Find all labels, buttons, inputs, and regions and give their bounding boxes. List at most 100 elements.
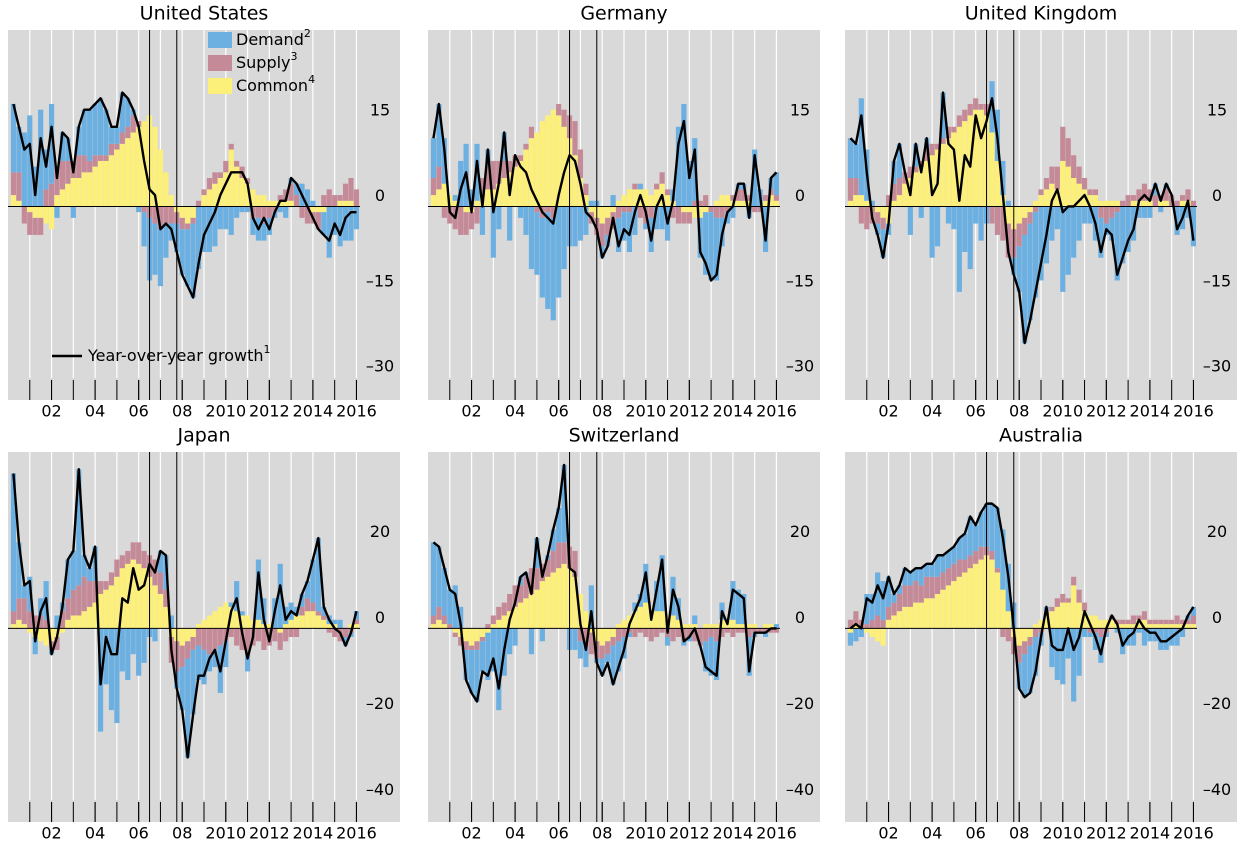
- bar-segment: [973, 550, 979, 564]
- bar-segment: [610, 206, 616, 213]
- bar-segment: [157, 572, 164, 594]
- bar-segment: [48, 104, 55, 184]
- panel: Japan 02 04 06 08 2010 2012 2014 2016 –40 –20 0 20: [8, 425, 400, 843]
- bar-segment: [1043, 615, 1050, 629]
- bar-segment: [1043, 178, 1050, 190]
- bar-segment: [1125, 206, 1131, 252]
- x-tick-label: 2010: [205, 824, 246, 843]
- bar-segment: [310, 559, 316, 603]
- bar-segment: [924, 576, 930, 599]
- bar-segment: [179, 645, 185, 668]
- bar-segment: [940, 143, 946, 207]
- bar-segment: [588, 632, 594, 655]
- bar-segment: [65, 183, 71, 207]
- bar-segment: [130, 132, 136, 207]
- bar-segment: [1071, 155, 1077, 178]
- bar-segment: [572, 550, 578, 577]
- bar-segment: [1016, 645, 1022, 663]
- bar-segment: [534, 206, 540, 213]
- bar-segment: [1060, 593, 1066, 603]
- bar-segment: [1147, 200, 1153, 207]
- bar-segment: [735, 628, 741, 633]
- bar-segment: [615, 217, 622, 252]
- bar-segment: [81, 155, 87, 173]
- bar-segment: [924, 598, 930, 629]
- bar-segment: [32, 637, 38, 655]
- bar-segment: [1098, 200, 1104, 207]
- bar-segment: [605, 206, 611, 218]
- bar-segment: [1076, 206, 1082, 241]
- bar-segment: [686, 628, 692, 637]
- bar-segment: [708, 212, 714, 281]
- bar-segment: [326, 206, 332, 258]
- bar-segment: [967, 516, 973, 556]
- bar-segment: [430, 195, 437, 207]
- bar-segment: [610, 195, 616, 207]
- bar-segment: [654, 206, 660, 230]
- bar-segment: [10, 624, 17, 629]
- bar-segment: [315, 538, 321, 612]
- bar-segment: [610, 637, 616, 646]
- bar-segment: [496, 628, 502, 711]
- y-tick-label: 20: [1207, 522, 1227, 541]
- bar-segment: [1130, 624, 1137, 629]
- bar-segment: [577, 149, 584, 178]
- bar-segment: [528, 628, 535, 655]
- bar-segment: [902, 183, 908, 207]
- bar-segment: [217, 628, 223, 646]
- bar-segment: [918, 602, 924, 629]
- chart-title: Switzerland: [569, 425, 680, 447]
- bar-segment: [266, 206, 272, 218]
- bar-segment: [108, 126, 115, 144]
- bar-segment: [185, 641, 191, 659]
- bar-segment: [136, 542, 142, 564]
- bar-segment: [163, 223, 169, 258]
- bar-segment: [103, 109, 109, 156]
- bar-segment: [1005, 628, 1011, 642]
- bar-segment: [847, 138, 854, 178]
- x-tick-label: 06: [965, 402, 985, 421]
- legend-name: Supply: [236, 53, 291, 72]
- bar-segment: [686, 212, 692, 224]
- growth-line: [432, 463, 777, 703]
- bar-segment: [896, 611, 903, 629]
- bar-segment: [496, 606, 502, 620]
- bar-segment: [1163, 624, 1169, 629]
- bar-segment: [989, 550, 995, 560]
- bar-segment: [81, 611, 87, 629]
- bar-segment: [847, 632, 854, 646]
- bar-segment: [217, 606, 223, 629]
- bar-segment: [561, 542, 567, 564]
- x-tick-label: 08: [172, 824, 192, 843]
- bar-segment: [507, 160, 513, 173]
- bar-segment: [902, 606, 908, 629]
- bar-segment: [136, 628, 142, 676]
- bar-segment: [621, 195, 627, 207]
- bar-segment: [179, 229, 185, 275]
- bar-segment: [463, 206, 469, 213]
- bar-segment: [244, 615, 251, 629]
- x-tick-label: 08: [592, 824, 612, 843]
- bar-segment: [1049, 606, 1055, 612]
- bar-segment: [1163, 628, 1169, 650]
- bar-segment: [1005, 200, 1011, 207]
- bar-segment: [632, 611, 638, 629]
- bar-segment: [501, 132, 507, 161]
- bar-segment: [875, 615, 881, 629]
- bar-segment: [956, 126, 962, 207]
- bar-segment: [940, 589, 946, 629]
- bar-segment: [1152, 195, 1158, 207]
- bar-segment: [458, 206, 464, 235]
- bar-segment: [441, 568, 447, 616]
- bar-segment: [1054, 606, 1060, 629]
- bar-segment: [1185, 189, 1191, 201]
- bar-segment: [599, 645, 605, 659]
- bar-segment: [92, 155, 98, 167]
- bar-segment: [1071, 628, 1077, 702]
- bar-segment: [730, 619, 736, 629]
- x-tick-label: 2012: [669, 824, 710, 843]
- bar-segment: [913, 166, 919, 173]
- bar-segment: [114, 126, 120, 144]
- bar-segment: [27, 611, 33, 629]
- bar-segment: [896, 195, 903, 207]
